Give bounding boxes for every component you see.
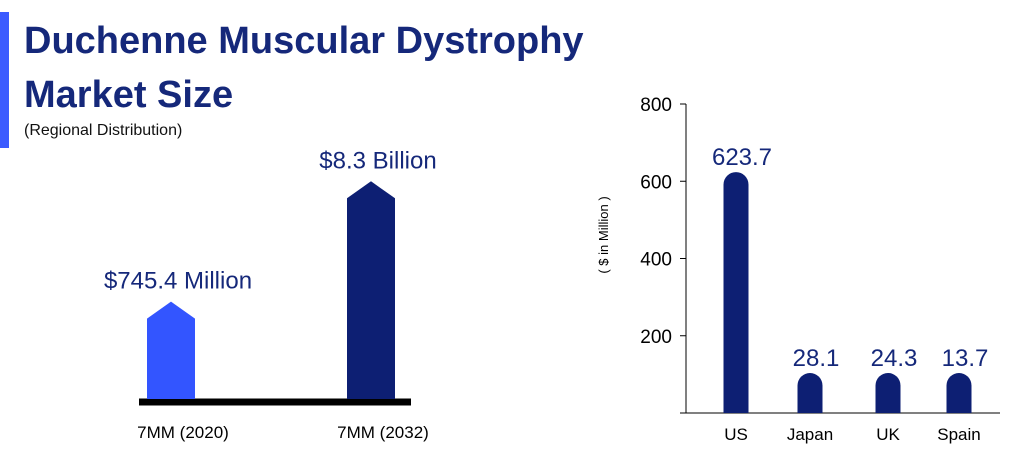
region-value-label-1: 623.7 (712, 144, 772, 171)
subtitle: (Regional Distribution) (24, 122, 183, 139)
title-line-2: Market Size (24, 74, 234, 116)
y-tick-label-3: 600 (640, 172, 672, 193)
page-title: Duchenne Muscular Dystrophy Market Size (24, 14, 584, 122)
market-category-label-2: 7MM (2032) (337, 423, 429, 442)
region-category-label-3: UK (876, 425, 900, 444)
title-line-1: Duchenne Muscular Dystrophy (24, 20, 584, 62)
region-value-label-2: 28.1 (793, 345, 840, 372)
region-bar-1 (723, 172, 749, 413)
y-tick-label-4: 800 (640, 95, 672, 116)
region-category-label-2: Japan (787, 425, 833, 444)
accent-bar (0, 12, 9, 148)
y-tick-label-1: 200 (640, 327, 672, 348)
region-bar-3 (875, 373, 901, 413)
market-bar-1 (147, 301, 195, 399)
market-category-label-1: 7MM (2020) (137, 423, 229, 442)
region-value-label-3: 24.3 (871, 345, 918, 372)
region-category-label-1: US (724, 425, 748, 444)
market-bar-2 (347, 181, 395, 399)
region-value-label-4: 13.7 (942, 345, 989, 372)
region-bar-4 (946, 373, 972, 413)
y-tick-label-2: 400 (640, 250, 672, 271)
y-axis-title: ( $ in Million ) (596, 196, 611, 273)
market-value-label-1: $745.4 Million (104, 268, 252, 295)
region-category-label-4: Spain (937, 425, 980, 444)
market-value-label-2: $8.3 Billion (319, 147, 436, 174)
region-bar-2 (797, 373, 823, 413)
